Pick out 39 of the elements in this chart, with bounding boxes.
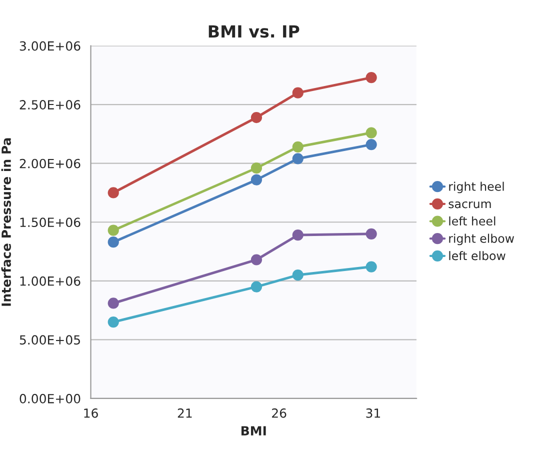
- point: [108, 187, 119, 198]
- y-tick-label: 2.50E+06: [20, 100, 80, 110]
- x-tick-label: 16: [84, 408, 98, 418]
- y-tick-label: 0.00E+00: [20, 394, 80, 404]
- y-tick-label: 5.00E+05: [20, 335, 80, 345]
- point: [250, 281, 262, 292]
- y-tick-label: 1.50E+06: [20, 218, 80, 228]
- point: [250, 174, 262, 186]
- point: [108, 224, 119, 236]
- point: [366, 138, 377, 150]
- legend-label: left elbow: [449, 251, 506, 260]
- legend-label: left heel: [449, 216, 496, 226]
- legend-label: sacrum: [448, 201, 491, 208]
- point: [250, 162, 262, 174]
- point: [250, 254, 262, 266]
- legend-label: right elbow: [449, 234, 514, 246]
- point: [366, 72, 377, 84]
- legend-label: right heel: [449, 182, 504, 194]
- x-tick-label: 21: [178, 408, 192, 418]
- y-axis-title: Interface Pressure in Pa: [1, 138, 11, 306]
- point: [366, 261, 377, 272]
- point: [108, 236, 119, 248]
- point: [108, 298, 119, 309]
- point: [366, 127, 377, 138]
- y-tick-label: 2.00E+06: [20, 158, 80, 168]
- point: [366, 228, 377, 240]
- point: [292, 269, 304, 281]
- x-tick-label: 26: [272, 408, 286, 418]
- point: [108, 316, 119, 328]
- chart-title: BMI vs. IP: [208, 25, 300, 38]
- point: [292, 141, 304, 152]
- y-tick-label: 3.00E+06: [20, 41, 80, 51]
- point: [292, 153, 304, 164]
- y-tick-label: 1.00E+06: [20, 276, 80, 286]
- x-axis-title: BMI: [241, 426, 266, 436]
- point: [250, 112, 262, 124]
- point: [292, 230, 304, 241]
- point: [292, 87, 304, 98]
- x-tick-label: 31: [366, 408, 380, 418]
